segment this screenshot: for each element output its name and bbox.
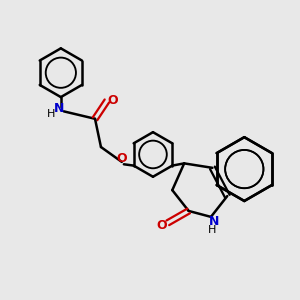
Text: O: O [157,219,167,232]
Text: H: H [208,225,217,235]
Text: O: O [107,94,118,107]
Text: O: O [116,152,127,165]
Text: N: N [54,103,64,116]
Text: H: H [47,109,56,119]
Text: N: N [209,215,219,228]
